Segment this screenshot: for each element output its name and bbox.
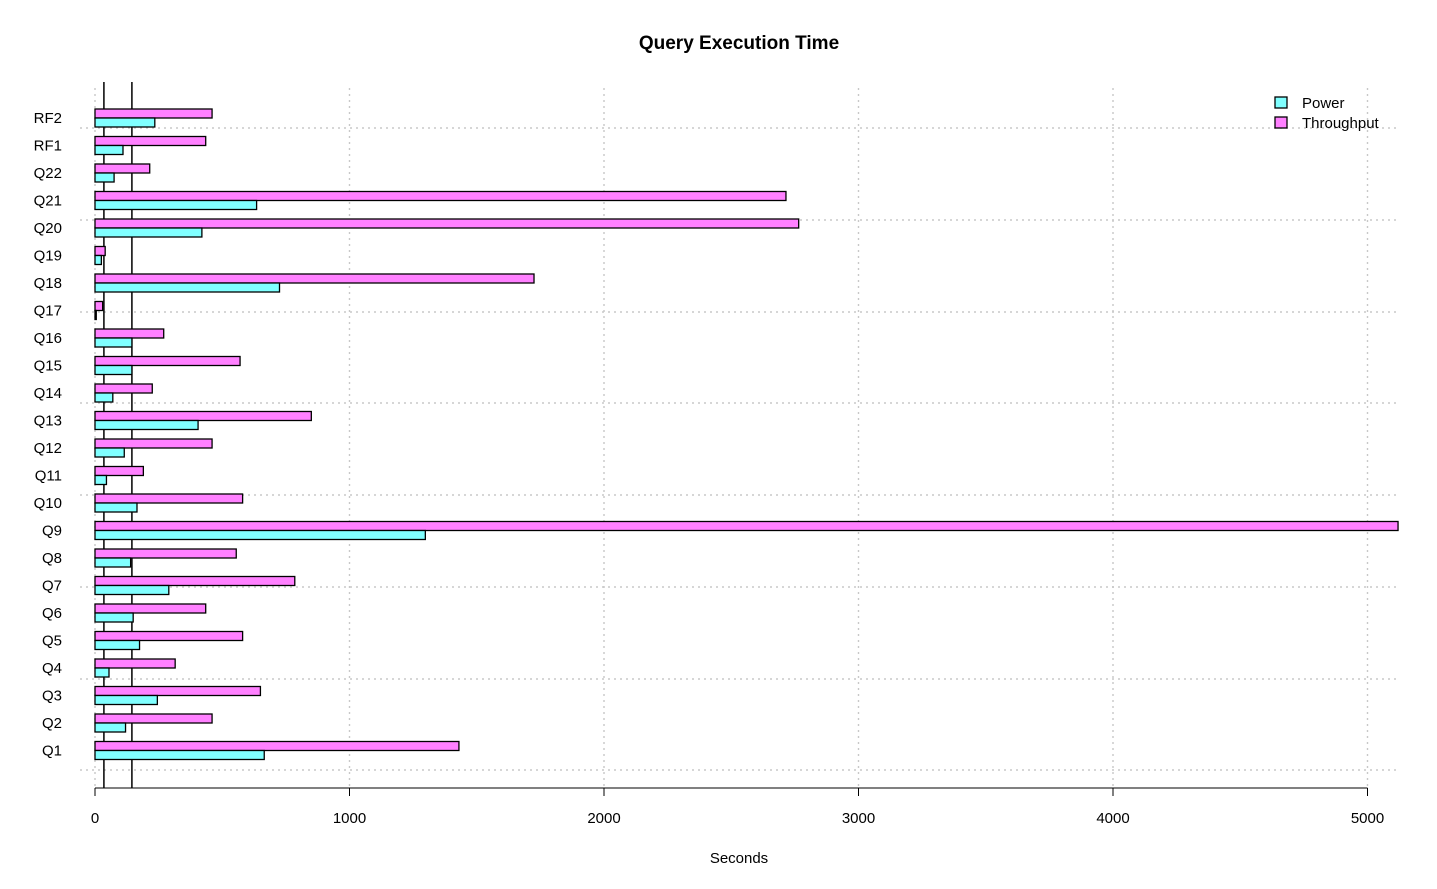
category-label: Q3 <box>42 688 62 705</box>
category-label: RF2 <box>34 110 62 127</box>
bar-throughput <box>94 108 213 119</box>
bar-power <box>94 392 114 403</box>
bar-power <box>94 419 199 431</box>
x-tick-label: 2000 <box>587 810 620 827</box>
category-label: Q21 <box>34 193 62 210</box>
x-tick-label: 3000 <box>842 810 875 827</box>
bar-power <box>94 447 125 458</box>
bar-throughput <box>94 438 213 449</box>
bar-throughput <box>94 658 176 669</box>
bar-throughput <box>94 520 1399 532</box>
category-label: Q15 <box>34 358 62 375</box>
category-label: Q7 <box>42 578 62 595</box>
bar-power <box>94 172 115 183</box>
legend: Power Throughput <box>1274 95 1380 132</box>
legend-label: Throughput <box>1302 115 1380 132</box>
category-label: Q5 <box>42 633 62 650</box>
category-label: Q18 <box>34 275 62 292</box>
bar-throughput <box>94 273 535 284</box>
category-label: Q1 <box>42 743 62 760</box>
bar-power <box>94 282 281 293</box>
bar-throughput <box>94 163 151 174</box>
bar-throughput <box>94 465 145 477</box>
bar-throughput <box>94 218 800 229</box>
category-label: RF1 <box>34 138 62 155</box>
chart-title: Query Execution Time <box>639 33 839 54</box>
bar-throughput <box>94 355 241 367</box>
category-label: Q13 <box>34 413 62 430</box>
category-label: Q20 <box>34 220 62 237</box>
bar-power <box>94 199 258 211</box>
y-axis-labels: Q1 Q2 Q3 Q4 Q5 Q6 Q7 Q8 Q9 Q10 Q11 Q12 Q13 Q14 Q15 Q16 Q… <box>34 110 62 760</box>
bar-power <box>94 117 156 128</box>
bar-power <box>94 474 108 486</box>
bar-throughput <box>94 383 153 394</box>
bar-power <box>94 667 110 678</box>
x-tick-label: 5000 <box>1351 810 1384 827</box>
bar-power <box>94 557 132 568</box>
category-label: Q4 <box>42 660 62 677</box>
bar-throughput <box>94 493 244 504</box>
x-tick-label: 0 <box>91 810 99 827</box>
bar-power <box>94 309 97 321</box>
x-axis: 0 1000 2000 3000 4000 5000 <box>91 787 1384 827</box>
bar-power <box>94 612 134 623</box>
reference-lines <box>103 82 133 788</box>
bar-power <box>94 502 138 513</box>
bar-power <box>94 529 426 541</box>
x-tick-label: 1000 <box>333 810 366 827</box>
bar-throughput <box>94 713 213 724</box>
category-label: Q2 <box>42 715 62 732</box>
bar-throughput <box>94 245 106 257</box>
bar-power <box>94 722 127 733</box>
bar-throughput <box>94 575 296 587</box>
legend-swatch <box>1274 96 1288 109</box>
category-label: Q12 <box>34 440 62 457</box>
bar-power <box>94 749 265 761</box>
category-label: Q14 <box>34 385 62 402</box>
category-label: Q11 <box>35 468 62 485</box>
bar-power <box>94 337 133 348</box>
bar-throughput <box>94 410 312 422</box>
bar-power <box>94 364 133 376</box>
bar-power <box>94 254 103 266</box>
category-label: Q9 <box>42 523 62 540</box>
category-label: Q22 <box>34 165 62 182</box>
category-label: Q6 <box>42 605 62 622</box>
bar-throughput <box>94 685 262 697</box>
legend-swatch <box>1274 116 1288 129</box>
bar-throughput <box>94 135 207 147</box>
legend-label: Power <box>1302 95 1345 112</box>
bar-throughput <box>94 190 787 202</box>
category-label: Q8 <box>42 550 62 567</box>
bar-power <box>94 227 203 238</box>
x-tick-label: 4000 <box>1096 810 1129 827</box>
category-label: Q10 <box>34 495 62 512</box>
category-label: Q19 <box>34 248 62 265</box>
bar-throughput <box>94 603 207 614</box>
bar-power <box>94 584 170 596</box>
bar-throughput <box>94 740 460 752</box>
category-label: Q16 <box>34 330 62 347</box>
bar-throughput <box>94 328 165 339</box>
bar-power <box>94 694 159 706</box>
bar-throughput <box>94 630 244 642</box>
bar-throughput <box>94 300 104 312</box>
bars <box>94 108 1399 761</box>
category-label: Q17 <box>34 303 62 320</box>
bar-throughput <box>94 548 237 559</box>
bar-power <box>94 639 141 651</box>
bar-power <box>94 144 124 156</box>
x-axis-label: Seconds <box>710 850 768 867</box>
